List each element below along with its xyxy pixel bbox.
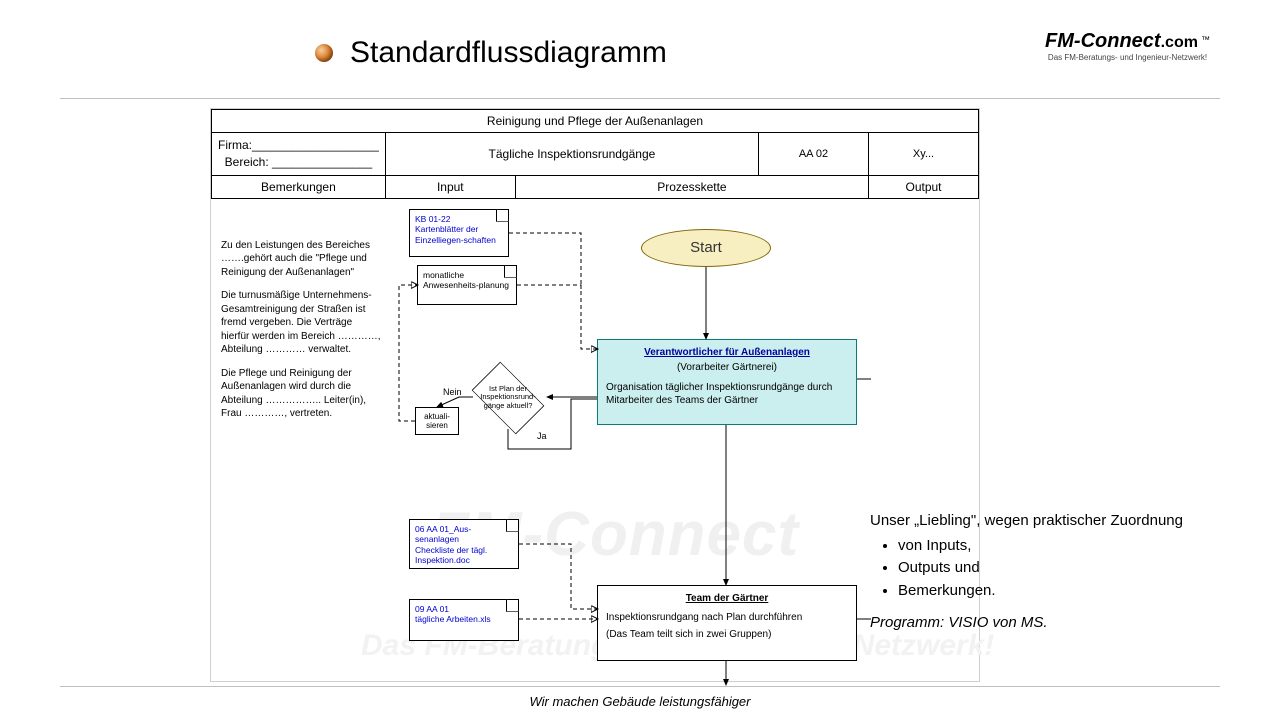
remark-p2: Die turnusmäßige Unternehmens-Gesamtrein… [221,289,381,357]
diagram-header-table: Reinigung und Pflege der Außenanlagen Fi… [211,109,979,199]
doc1-code: KB 01-22 [415,214,503,225]
sidenote-program: Programm: VISIO von MS. [870,612,1210,635]
flowchart-container: Reinigung und Pflege der Außenanlagen Fi… [210,108,980,682]
doc4-code: 09 AA 01 [415,604,513,615]
remarks-text: Zu den Leistungen des Bereiches …….gehör… [221,239,381,431]
footer-divider [60,686,1220,687]
process-team-gaertner: Team der Gärtner Inspektionsrundgang nac… [597,585,857,661]
remark-p1: Zu den Leistungen des Bereiches …….gehör… [221,239,381,280]
side-annotation: Unser „Liebling", wegen praktischer Zuor… [870,510,1210,635]
start-node: Start [641,229,771,267]
col-output: Output [869,175,979,198]
xy-cell: Xy... [869,133,979,176]
brand-logo: FM-Connect.com ™ Das FM-Beratungs- und I… [1045,30,1210,62]
sidenote-b1: von Inputs, [898,535,1210,558]
logo-tm: ™ [1201,34,1210,44]
start-label: Start [690,239,722,256]
proc1-sub: (Vorarbeiter Gärtnerei) [606,361,848,375]
logo-main: FM-Connect [1045,30,1161,52]
doc3-code: 06 AA 01_Aus-senanlagen [415,524,513,545]
doc-checkliste: 06 AA 01_Aus-senanlagen Checkliste der t… [409,519,519,569]
col-prozesskette: Prozesskette [515,175,868,198]
firma-bereich-cell: Firma:___________________ Bereich: _____… [212,133,386,176]
doc4-text: tägliche Arbeiten.xls [415,614,513,625]
decision-text: Ist Plan der Inspektionsrund-gänge aktue… [469,367,547,429]
decision-plan-aktuell: Ist Plan der Inspektionsrund-gänge aktue… [469,367,547,429]
node-aktualisieren: aktuali-sieren [415,407,459,435]
page-title: Standardflussdiagramm [350,36,667,70]
proc2-title: Team der Gärtner [606,592,848,605]
doc2-text: monatliche Anwesenheits-planung [423,270,509,291]
doc1-text: Kartenblätter der Einzelliegen-schaften [415,224,503,245]
proc1-body: Organisation täglicher Inspektionsrundgä… [606,381,848,408]
bereich-label: Bereich: _______________ [218,154,379,171]
logo-dotcom: .com [1161,34,1198,51]
logo-tagline: Das FM-Beratungs- und Ingenieur-Netzwerk… [1045,53,1210,62]
sidenote-b3: Bemerkungen. [898,580,1210,603]
doc-kartenblaetter: KB 01-22 Kartenblätter der Einzelliegen-… [409,209,509,257]
proc1-title: Verantwortlicher für Außenanlagen [606,346,848,360]
proc2-body2: (Das Team teilt sich in zwei Gruppen) [606,628,848,641]
diagram-subtitle: Tägliche Inspektionsrundgänge [385,133,758,176]
footer-text: Wir machen Gebäude leistungsfähiger [0,694,1280,709]
firma-label: Firma:___________________ [218,137,379,154]
flowchart-canvas: FM-Connect Das FM-Beratungs- und Ingenie… [211,199,979,689]
col-bemerkungen: Bemerkungen [212,175,386,198]
doc3-text: Checkliste der tägl. Inspektion.doc [415,545,513,566]
doc-anwesenheitsplanung: monatliche Anwesenheits-planung [417,265,517,305]
process-verantwortlicher: Verantwortlicher für Außenanlagen (Vorar… [597,339,857,425]
doc-arbeiten-xls: 09 AA 01 tägliche Arbeiten.xls [409,599,519,641]
label-nein: Nein [443,387,462,397]
proc2-body1: Inspektionsrundgang nach Plan durchführe… [606,611,848,624]
title-bullet-icon [315,44,333,62]
sidenote-b2: Outputs und [898,557,1210,580]
label-ja: Ja [537,431,547,441]
aktual-text: aktuali-sieren [424,412,450,430]
header-divider [60,98,1220,99]
col-input: Input [385,175,515,198]
sidenote-line1: Unser „Liebling", wegen praktischer Zuor… [870,510,1210,533]
diagram-title: Reinigung und Pflege der Außenanlagen [212,110,979,133]
code-cell: AA 02 [759,133,869,176]
remark-p3: Die Pflege und Reinigung der Außenanlage… [221,367,381,421]
